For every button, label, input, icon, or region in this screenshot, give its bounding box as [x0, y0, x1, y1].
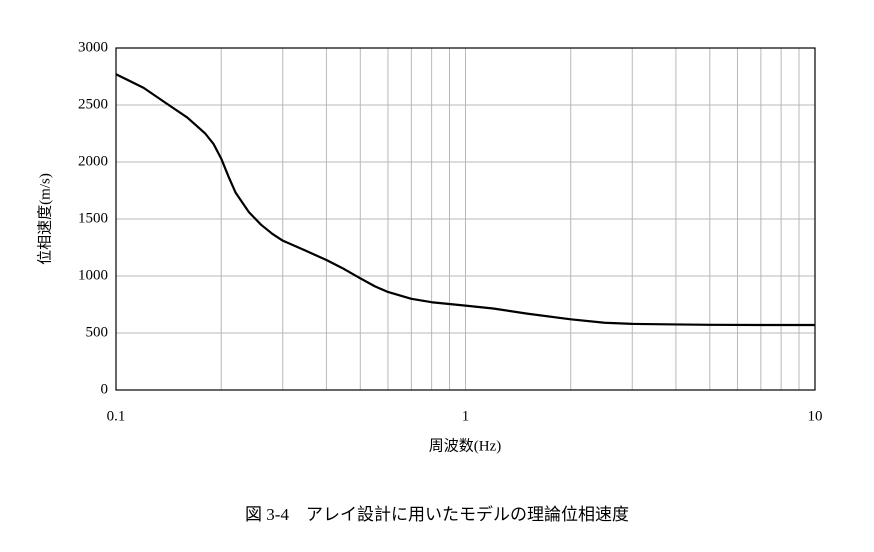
y-tick-label: 1000	[78, 267, 108, 283]
x-axis-label: 周波数(Hz)	[429, 437, 501, 454]
y-tick-label: 500	[86, 324, 109, 340]
data-line	[115, 73, 815, 327]
y-tick-label: 2000	[78, 153, 108, 169]
y-tick-label: 0	[101, 381, 109, 397]
plot-frame	[115, 47, 816, 391]
y-tick-label: 3000	[78, 39, 108, 55]
x-tick-label: 10	[808, 408, 823, 424]
y-axis-label: 位相速度(m/s)	[36, 173, 53, 265]
x-tick-label: 0.1	[107, 408, 126, 424]
caption: 図 3-4 アレイ設計に用いたモデルの理論位相速度	[245, 504, 629, 524]
x-tick-label: 1	[462, 408, 470, 424]
y-tick-label: 1500	[78, 210, 108, 226]
grid	[115, 47, 816, 391]
y-tick-label: 2500	[78, 96, 108, 112]
data	[115, 73, 815, 327]
